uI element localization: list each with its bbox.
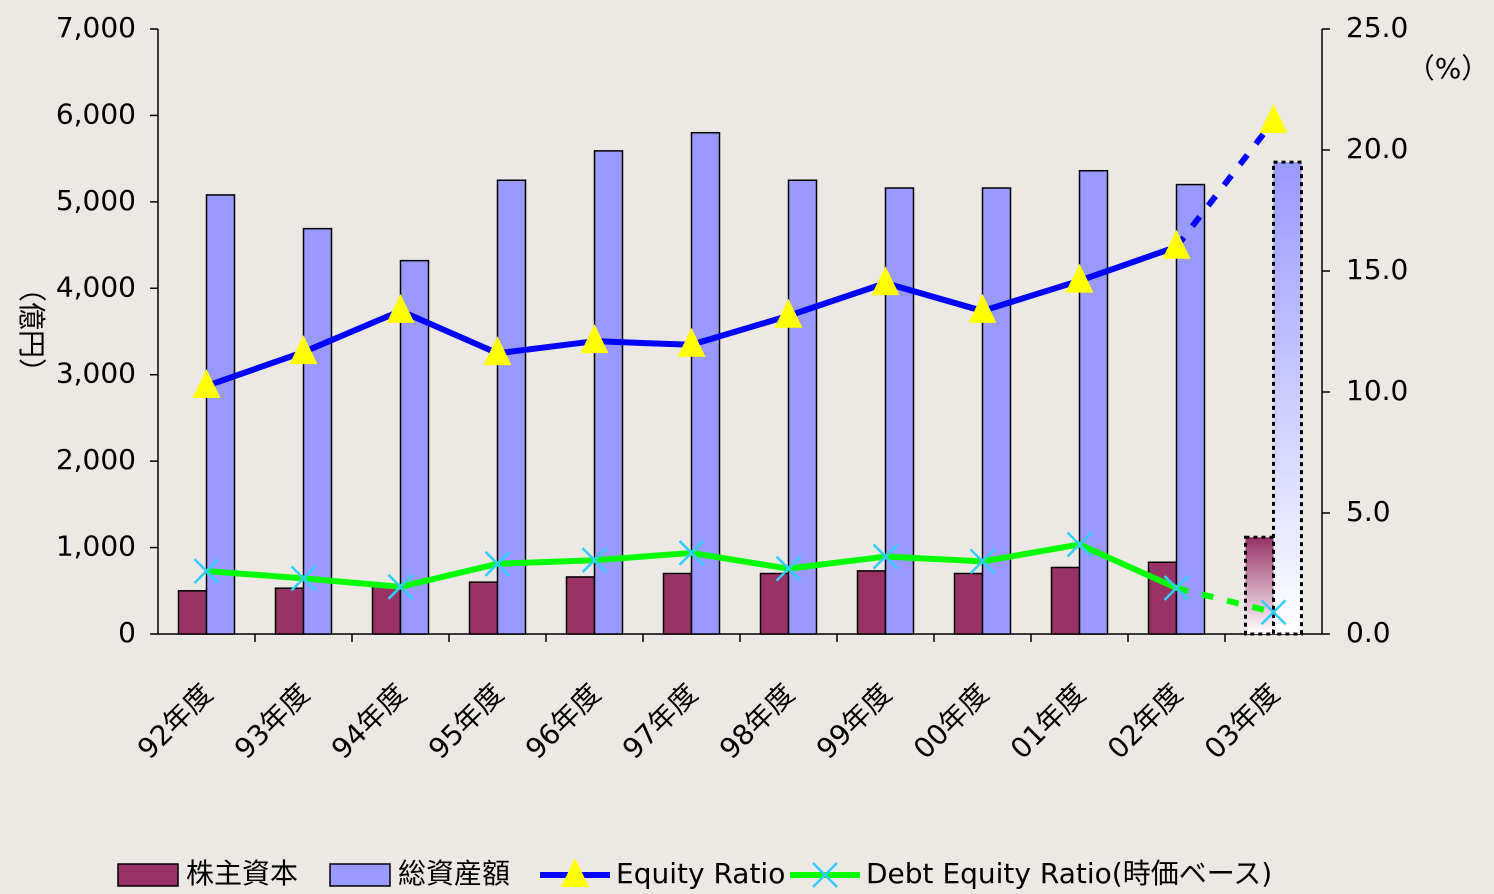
marker <box>678 540 705 566</box>
bar <box>205 194 236 635</box>
legend-label: 総資産額 <box>398 857 510 890</box>
y2-tick-label: 10.0 <box>1346 374 1408 407</box>
legend-label: 株主資本 <box>186 857 298 890</box>
y-tick-label: 3,000 <box>56 357 136 390</box>
y2-tick-label: 25.0 <box>1346 11 1408 44</box>
bar <box>468 581 499 635</box>
bar <box>787 179 818 635</box>
x-tick-label: 03年度 <box>1198 677 1286 765</box>
y-tick-label: 4,000 <box>56 270 136 303</box>
marker <box>484 550 511 577</box>
bar <box>1244 535 1275 636</box>
marker <box>775 555 802 582</box>
bar <box>856 570 887 635</box>
legend-label: Equity Ratio <box>616 857 785 890</box>
marker <box>1260 599 1287 626</box>
bar <box>884 187 915 635</box>
marker <box>1163 575 1190 601</box>
marker <box>677 327 706 357</box>
bar <box>953 572 984 635</box>
y2-tick-label: 5.0 <box>1346 495 1391 528</box>
legend-swatch <box>117 863 179 887</box>
y-tick-label: 6,000 <box>56 97 136 130</box>
bar <box>302 227 333 635</box>
bar <box>662 572 693 635</box>
bar <box>759 572 790 635</box>
y2-tick-label: 20.0 <box>1346 132 1408 165</box>
bar <box>177 590 208 635</box>
y2-axis-label: （%） <box>1407 52 1490 85</box>
x-tick-label: 01年度 <box>1004 677 1092 765</box>
marker <box>387 573 414 600</box>
y2-tick-label: 0.0 <box>1346 616 1391 649</box>
y-axis-label: （億円） <box>15 274 48 386</box>
bar <box>1050 566 1081 635</box>
marker <box>872 543 899 570</box>
bar <box>1175 183 1206 635</box>
bar <box>371 585 402 635</box>
bar <box>565 576 596 635</box>
bar <box>1272 160 1303 636</box>
marker <box>1259 103 1288 133</box>
legend-marker <box>561 858 589 887</box>
bar <box>1078 169 1109 635</box>
marker <box>871 266 900 296</box>
x-tick-label: 93年度 <box>228 677 316 765</box>
marker <box>386 293 415 323</box>
marker <box>290 565 317 592</box>
marker <box>1066 531 1093 558</box>
legend-swatch <box>329 863 391 887</box>
y-tick-label: 5,000 <box>56 184 136 217</box>
legend-label: Debt Equity Ratio(時価ベース) <box>866 857 1272 890</box>
x-tick-label: 92年度 <box>131 677 219 765</box>
y-tick-label: 2,000 <box>56 443 136 476</box>
marker <box>969 548 996 575</box>
x-tick-label: 02年度 <box>1101 677 1189 765</box>
bar <box>690 131 721 635</box>
x-tick-label: 97年度 <box>616 677 704 765</box>
projected-line <box>1175 585 1275 616</box>
legend-marker <box>812 862 838 888</box>
x-tick-label: 98年度 <box>713 677 801 765</box>
marker <box>289 335 318 365</box>
y2-tick-label: 15.0 <box>1346 253 1408 286</box>
marker <box>580 324 609 354</box>
x-tick-label: 00年度 <box>907 677 995 765</box>
marker <box>581 547 608 574</box>
x-tick-label: 96年度 <box>519 677 607 765</box>
marker <box>192 368 221 398</box>
x-tick-label: 95年度 <box>422 677 510 765</box>
y-tick-label: 0 <box>118 616 136 649</box>
bar <box>274 587 305 635</box>
y-tick-label: 1,000 <box>56 530 136 563</box>
marker <box>774 298 803 328</box>
marker <box>193 558 220 584</box>
marker <box>1065 263 1094 293</box>
projected-line <box>1174 119 1276 249</box>
y-tick-label: 7,000 <box>56 11 136 44</box>
bar <box>1147 561 1178 635</box>
x-tick-label: 94年度 <box>325 677 413 765</box>
bar <box>593 150 624 635</box>
marker <box>968 293 997 323</box>
marker <box>1162 229 1191 259</box>
marker <box>483 336 512 366</box>
x-tick-label: 99年度 <box>810 677 898 765</box>
